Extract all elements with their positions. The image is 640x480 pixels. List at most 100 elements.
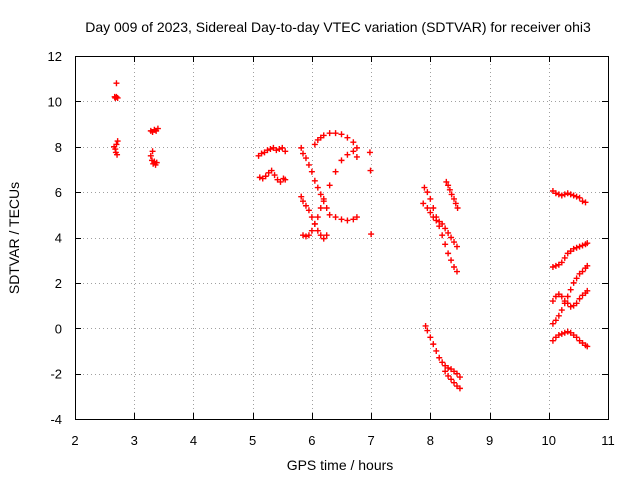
data-point (555, 191, 562, 198)
x-tick-label: 3 (131, 433, 138, 448)
data-point (302, 202, 309, 209)
data-point (456, 385, 463, 392)
data-point (573, 300, 580, 307)
data-point (367, 167, 374, 174)
data-point (558, 293, 565, 300)
y-axis-label: SDTVAR / TECUs (6, 182, 22, 294)
data-point (268, 167, 275, 174)
data-point (439, 232, 446, 239)
data-point (564, 293, 571, 300)
data-point (353, 144, 360, 151)
data-point (308, 227, 315, 234)
data-point (350, 139, 357, 146)
data-point (456, 374, 463, 381)
data-point (452, 200, 459, 207)
series-sat-b (113, 80, 120, 87)
series-sat-p (422, 322, 463, 381)
data-point (326, 182, 333, 189)
y-tick-label: -2 (50, 367, 62, 382)
data-point (305, 161, 312, 168)
data-point (552, 317, 559, 324)
x-tick-label: 10 (542, 433, 556, 448)
data-point (311, 177, 318, 184)
series-sat-a (111, 93, 121, 101)
data-point (273, 147, 280, 154)
data-point (424, 189, 431, 196)
data-point (445, 364, 452, 371)
data-point (344, 151, 351, 158)
data-point (445, 229, 452, 236)
data-point (561, 329, 568, 336)
y-tick-label: 2 (55, 276, 62, 291)
data-point (584, 287, 591, 294)
data-point (442, 225, 449, 232)
data-point (549, 337, 556, 344)
data-point (442, 241, 449, 248)
data-point (445, 250, 452, 257)
series-sat-c (111, 138, 121, 158)
data-point (576, 295, 583, 302)
series-sat-h (298, 144, 360, 224)
data-point (300, 198, 307, 205)
data-point (298, 193, 305, 200)
data-point (427, 334, 434, 341)
data-point (311, 141, 318, 148)
y-tick-label: 10 (48, 94, 62, 109)
data-point (558, 307, 565, 314)
data-point (114, 94, 121, 101)
y-tick-label: 12 (48, 49, 62, 64)
data-point (573, 334, 580, 341)
data-point (338, 131, 345, 138)
series-sat-r (549, 187, 589, 206)
data-point (368, 231, 375, 238)
data-point (323, 232, 330, 239)
x-axis-label: GPS time / hours (287, 457, 394, 473)
data-point (552, 262, 559, 269)
data-point (114, 138, 121, 145)
data-point (448, 234, 455, 241)
data-point (549, 298, 556, 305)
data-point (114, 151, 121, 158)
data-point (427, 209, 434, 216)
data-point (323, 205, 330, 212)
data-point (113, 141, 120, 148)
data-point (451, 379, 458, 386)
data-markers (111, 80, 591, 392)
data-point (439, 359, 446, 366)
data-point (453, 243, 460, 250)
x-tick-label: 7 (367, 433, 374, 448)
data-point (567, 303, 574, 310)
data-point (430, 341, 437, 348)
data-point (305, 232, 312, 239)
series-sat-l (366, 149, 375, 238)
data-point (353, 153, 360, 160)
data-point (113, 93, 120, 100)
data-point (424, 205, 431, 212)
data-point (264, 147, 271, 154)
data-point (433, 347, 440, 354)
data-point (366, 149, 373, 156)
data-point (338, 157, 345, 164)
data-point (570, 192, 577, 199)
data-point (451, 263, 458, 270)
y-tick-label: 0 (55, 321, 62, 336)
x-tick-label: 11 (601, 433, 615, 448)
data-point (442, 368, 449, 375)
data-point (147, 152, 154, 159)
data-point (353, 214, 360, 221)
y-tick-label: -4 (50, 412, 62, 427)
data-point (300, 232, 307, 239)
data-point (338, 216, 345, 223)
data-point (267, 146, 274, 153)
x-tick-label: 2 (71, 433, 78, 448)
data-point (420, 200, 427, 207)
series-sat-n (420, 200, 460, 250)
data-point (258, 150, 265, 157)
x-tick-label: 5 (249, 433, 256, 448)
data-point (317, 191, 324, 198)
data-point (555, 312, 562, 319)
data-point (113, 80, 120, 87)
data-point (433, 217, 440, 224)
data-point (422, 322, 429, 329)
data-point (448, 191, 455, 198)
